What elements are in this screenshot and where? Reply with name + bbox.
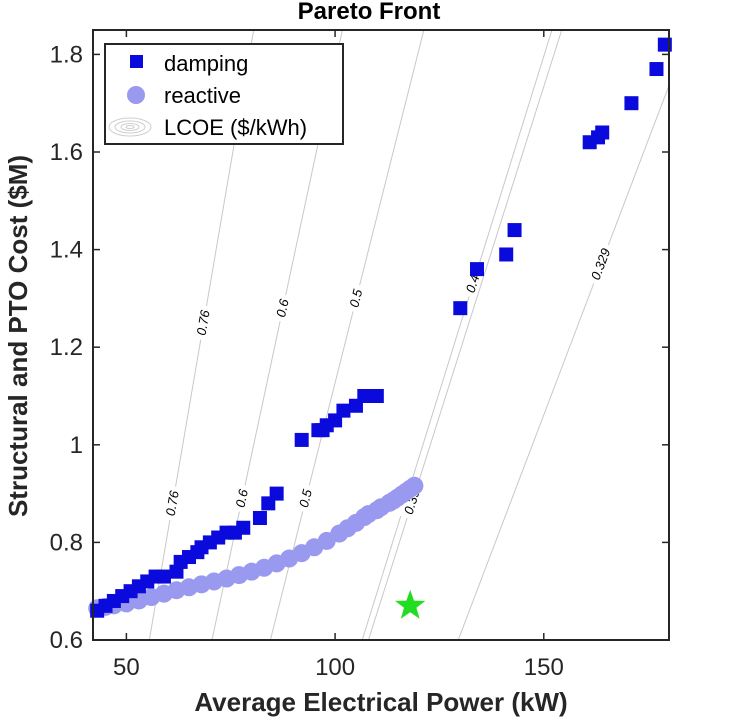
legend-damping-marker: [130, 55, 143, 68]
lcoe-contour-label-background: [231, 483, 253, 514]
reactive-point: [405, 476, 424, 495]
y-tick-label: 0.8: [50, 529, 83, 556]
legend: damping reactive LCOE ($/kWh): [104, 43, 344, 145]
legend-damping-label: damping: [164, 51, 248, 76]
damping-point: [507, 223, 522, 238]
y-tick-label: 1: [70, 432, 83, 459]
x-tick-label: 150: [524, 654, 564, 681]
lcoe-contour-label: 0.6: [273, 297, 292, 319]
damping-point: [269, 486, 284, 501]
damping-point: [624, 96, 639, 111]
damping-point: [453, 301, 468, 316]
y-tick-label: 0.6: [50, 627, 83, 654]
lcoe-contour-label: 0.76: [163, 489, 182, 517]
legend-reactive-label: reactive: [164, 83, 241, 108]
axis-ticks: 50 100 150 0.6 0.8 1 1.2 1.4 1.6 1.8: [50, 30, 669, 681]
optimum-star-marker: [395, 589, 426, 619]
x-axis-label: Average Electrical Power (kW): [194, 687, 567, 717]
lcoe-contour-label-background: [345, 283, 368, 314]
chart-title: Pareto Front: [298, 0, 441, 25]
legend-lcoe-contour-icon: [108, 117, 152, 137]
y-tick-label: 1.4: [50, 237, 83, 264]
damping-point: [156, 569, 171, 584]
lcoe-contour-label-background: [272, 293, 294, 324]
legend-reactive-marker: [127, 86, 145, 104]
lcoe-contour-line: [361, 29, 553, 641]
x-tick-label: 50: [113, 654, 140, 681]
damping-point: [252, 511, 267, 525]
lcoe-contour-label: 0.5: [346, 287, 365, 309]
lcoe-contour-label-background: [161, 485, 184, 522]
y-tick-label: 1.6: [50, 139, 83, 166]
damping-point: [649, 62, 664, 77]
damping-point: [595, 125, 610, 140]
lcoe-contour-label-background: [294, 483, 318, 514]
legend-lcoe-label: LCOE ($/kWh): [164, 115, 307, 140]
damping-point: [499, 247, 514, 262]
damping-point: [470, 262, 484, 277]
lcoe-contour-line: [457, 85, 670, 641]
optimum-marker-layer: [395, 589, 426, 619]
lcoe-contour-label: 0.6: [233, 487, 252, 509]
y-tick-label: 1.8: [50, 41, 83, 68]
damping-point: [369, 389, 384, 403]
damping-point: [294, 432, 309, 447]
lcoe-contour-label-background: [586, 242, 616, 287]
lcoe-contour-label-background: [192, 304, 215, 341]
y-tick-label: 1.2: [50, 334, 83, 361]
damping-point: [336, 403, 351, 418]
axes-frame: [92, 29, 670, 641]
y-axis-label: Structural and PTO Cost ($M): [3, 155, 33, 517]
damping-series: [90, 37, 672, 618]
lcoe-contour-label: 0.5: [296, 487, 315, 509]
lcoe-contour-label: 0.76: [194, 308, 213, 336]
lcoe-contour-label: 0.4: [463, 273, 483, 295]
x-tick-label: 100: [315, 654, 355, 681]
lcoe-contour-line: [269, 29, 425, 641]
damping-point: [236, 520, 251, 535]
lcoe-contour-line: [368, 29, 563, 641]
